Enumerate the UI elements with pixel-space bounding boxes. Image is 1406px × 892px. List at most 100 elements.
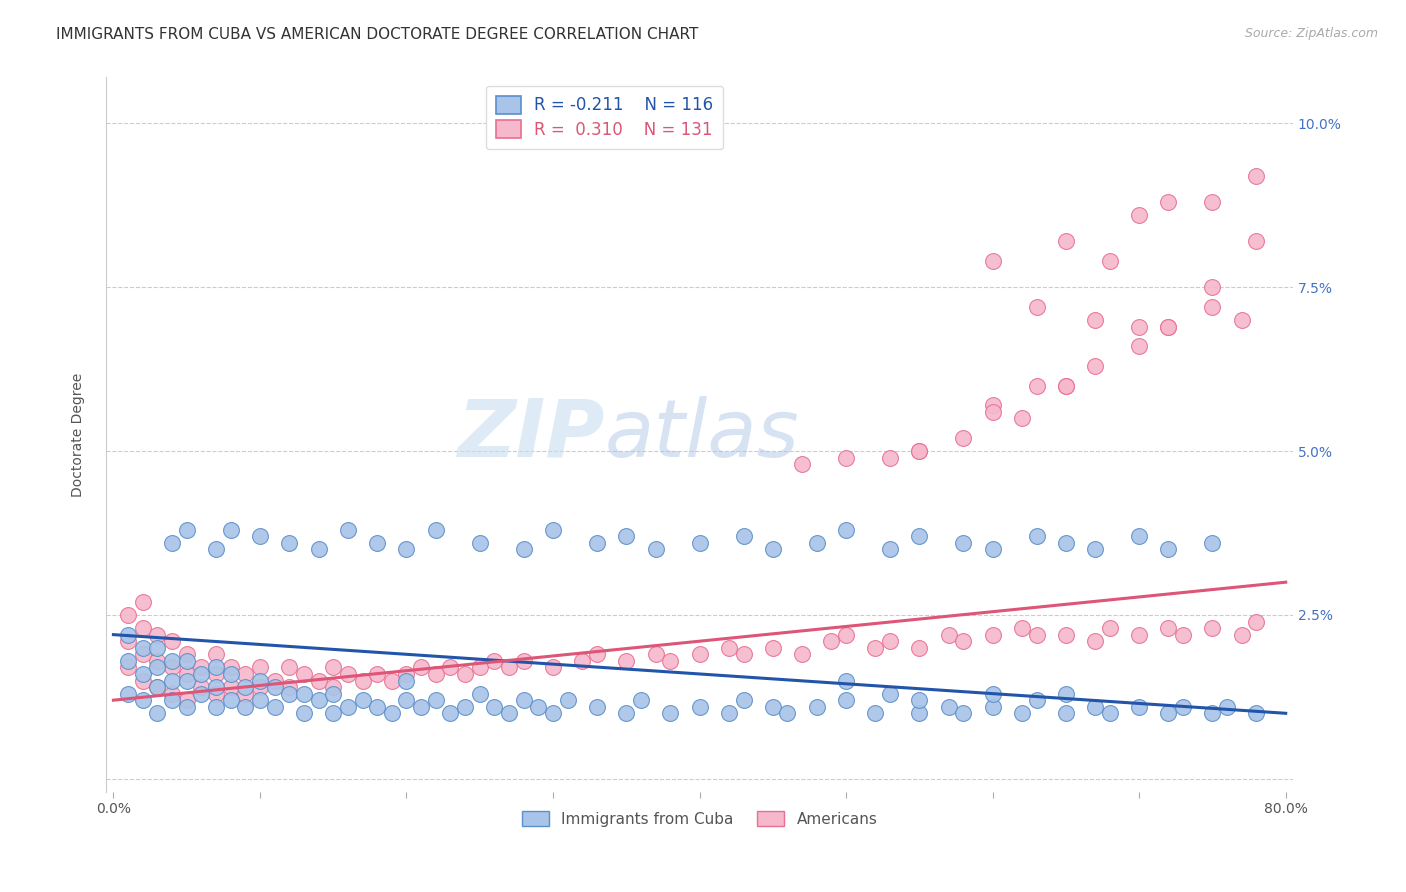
Point	[614, 706, 637, 721]
Point	[1201, 536, 1223, 550]
Point	[219, 680, 242, 694]
Point	[614, 529, 637, 543]
Point	[952, 634, 974, 648]
Point	[512, 542, 534, 557]
Point	[908, 706, 931, 721]
Text: ZIP: ZIP	[457, 396, 605, 474]
Point	[146, 680, 169, 694]
Point	[498, 660, 520, 674]
Point	[1025, 627, 1047, 641]
Point	[981, 542, 1004, 557]
Point	[1230, 313, 1253, 327]
Point	[717, 706, 740, 721]
Point	[1098, 621, 1121, 635]
Point	[336, 523, 359, 537]
Point	[1011, 706, 1033, 721]
Point	[1098, 254, 1121, 268]
Point	[176, 654, 198, 668]
Point	[1054, 536, 1077, 550]
Text: IMMIGRANTS FROM CUBA VS AMERICAN DOCTORATE DEGREE CORRELATION CHART: IMMIGRANTS FROM CUBA VS AMERICAN DOCTORA…	[56, 27, 699, 42]
Point	[395, 542, 418, 557]
Point	[1128, 529, 1150, 543]
Point	[176, 667, 198, 681]
Point	[439, 706, 461, 721]
Point	[981, 254, 1004, 268]
Point	[541, 706, 564, 721]
Point	[879, 450, 901, 465]
Point	[659, 706, 682, 721]
Point	[1246, 706, 1268, 721]
Point	[1157, 194, 1180, 209]
Point	[1128, 208, 1150, 222]
Point	[1216, 699, 1239, 714]
Point	[322, 687, 344, 701]
Point	[484, 699, 506, 714]
Point	[1157, 542, 1180, 557]
Point	[820, 634, 842, 648]
Point	[146, 627, 169, 641]
Point	[1128, 627, 1150, 641]
Point	[689, 648, 711, 662]
Point	[1201, 706, 1223, 721]
Point	[292, 687, 315, 701]
Point	[205, 699, 228, 714]
Point	[205, 680, 228, 694]
Point	[131, 648, 153, 662]
Point	[322, 706, 344, 721]
Point	[586, 699, 609, 714]
Point	[278, 660, 301, 674]
Point	[1054, 235, 1077, 249]
Point	[1098, 706, 1121, 721]
Point	[278, 536, 301, 550]
Point	[381, 673, 404, 688]
Point	[249, 673, 271, 688]
Point	[541, 523, 564, 537]
Point	[468, 660, 491, 674]
Point	[263, 699, 285, 714]
Point	[1246, 615, 1268, 629]
Point	[263, 680, 285, 694]
Point	[233, 680, 256, 694]
Point	[527, 699, 550, 714]
Point	[117, 634, 139, 648]
Point	[908, 444, 931, 458]
Point	[938, 627, 960, 641]
Point	[835, 627, 858, 641]
Point	[117, 654, 139, 668]
Point	[879, 542, 901, 557]
Point	[762, 542, 785, 557]
Point	[425, 667, 447, 681]
Point	[366, 667, 388, 681]
Point	[512, 693, 534, 707]
Point	[733, 529, 755, 543]
Point	[835, 450, 858, 465]
Point	[160, 654, 183, 668]
Point	[835, 523, 858, 537]
Point	[630, 693, 652, 707]
Text: Source: ZipAtlas.com: Source: ZipAtlas.com	[1244, 27, 1378, 40]
Point	[733, 693, 755, 707]
Point	[835, 693, 858, 707]
Point	[249, 693, 271, 707]
Point	[146, 640, 169, 655]
Point	[1246, 169, 1268, 183]
Point	[160, 536, 183, 550]
Point	[176, 673, 198, 688]
Point	[512, 654, 534, 668]
Point	[278, 680, 301, 694]
Point	[952, 536, 974, 550]
Point	[586, 648, 609, 662]
Point	[411, 699, 433, 714]
Point	[160, 687, 183, 701]
Point	[1084, 634, 1107, 648]
Point	[981, 405, 1004, 419]
Point	[117, 687, 139, 701]
Point	[468, 536, 491, 550]
Point	[689, 699, 711, 714]
Point	[219, 693, 242, 707]
Point	[190, 667, 212, 681]
Point	[219, 660, 242, 674]
Point	[190, 680, 212, 694]
Point	[938, 699, 960, 714]
Point	[160, 660, 183, 674]
